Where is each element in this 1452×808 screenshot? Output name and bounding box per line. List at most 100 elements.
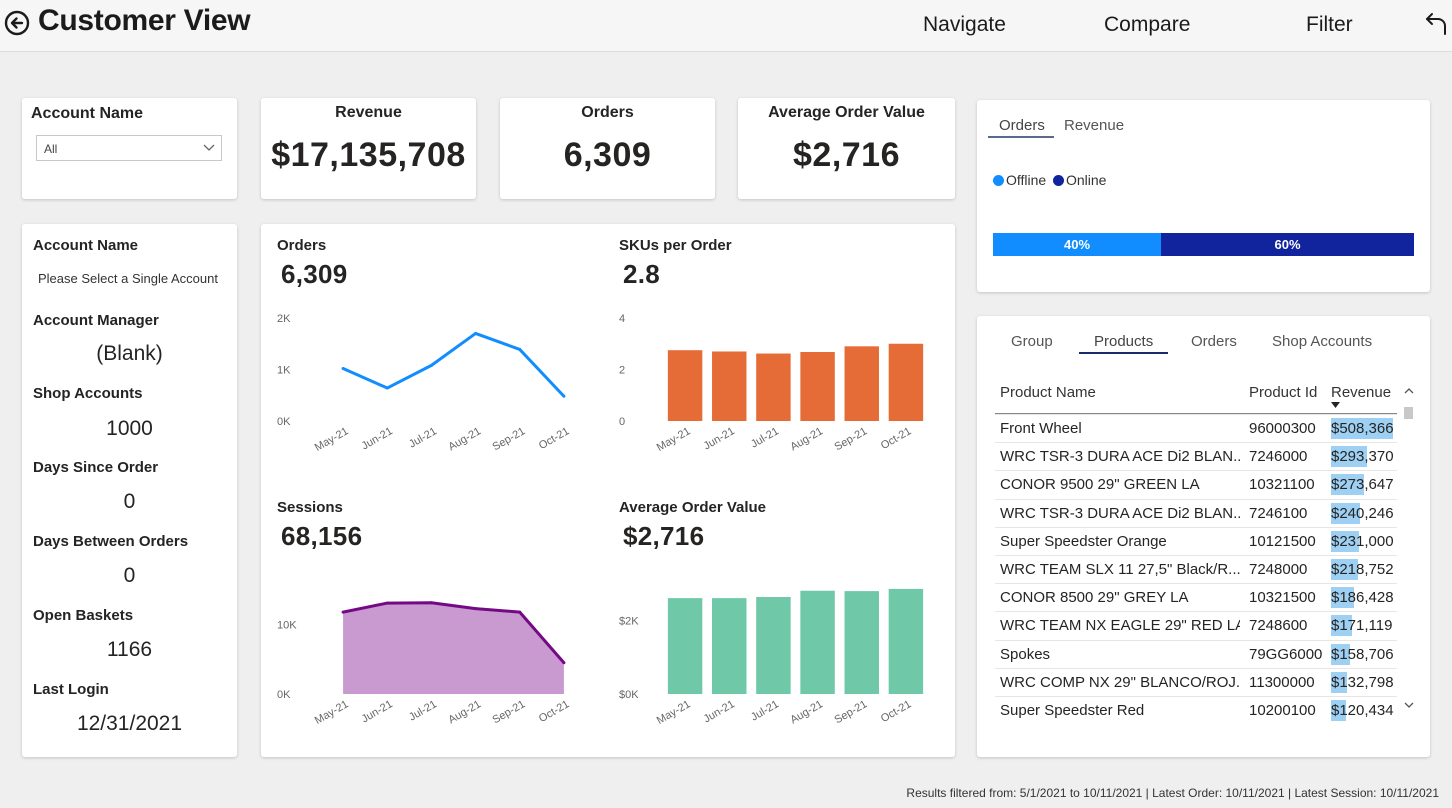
product-name-cell: Super Speedster Orange: [1000, 532, 1167, 550]
data-point[interactable]: [474, 607, 478, 611]
compare-button[interactable]: Compare: [1104, 13, 1191, 36]
revenue-data-bar: [1331, 559, 1358, 580]
data-point[interactable]: [385, 601, 389, 605]
x-tick-label: Aug-21: [788, 698, 825, 726]
aov-chart-title: Average Order Value: [619, 499, 767, 516]
tab-revenue[interactable]: Revenue: [1064, 117, 1125, 134]
account-manager-value: (Blank): [96, 342, 163, 365]
shop-accounts-label: Shop Accounts: [33, 385, 143, 402]
bar[interactable]: [844, 346, 879, 421]
bar[interactable]: [712, 351, 747, 421]
x-tick-label: Jun-21: [702, 425, 737, 452]
product-name-cell: WRC TEAM NX EAGLE 29" RED LA: [1000, 617, 1240, 635]
legend-offline[interactable]: Offline: [993, 172, 1046, 188]
revenue-data-bar: [1331, 530, 1360, 552]
column-header-revenue[interactable]: Revenue: [1331, 384, 1392, 401]
x-tick-label: May-21: [655, 698, 693, 727]
scroll-up-icon[interactable]: [1404, 387, 1414, 395]
scrollbar-thumb[interactable]: [1404, 407, 1413, 419]
data-point[interactable]: [429, 601, 433, 605]
table-row[interactable]: Super Speedster Orange 10121500 $231,000: [995, 526, 1397, 555]
product-name-cell: CONOR 8500 29" GREY LA: [1000, 589, 1189, 607]
table-row[interactable]: WRC TEAM SLX 11 27,5" Black/R... 7248000 $…: [995, 555, 1397, 583]
table-row[interactable]: CONOR 9500 29" GREEN LA 10321100 $273,647: [995, 470, 1397, 498]
data-point[interactable]: [562, 661, 566, 665]
legend-online[interactable]: Online: [1053, 172, 1106, 188]
bar[interactable]: [888, 588, 924, 694]
y-tick-label: 0K: [277, 689, 291, 701]
series-line[interactable]: [342, 331, 566, 398]
scroll-down-icon[interactable]: [1404, 701, 1414, 709]
table-row[interactable]: WRC TEAM NX EAGLE 29" RED LA 7248600 $171,…: [995, 611, 1397, 639]
table-row[interactable]: WRC COMP NX 29" BLANCO/ROJ... 11300000 $13…: [995, 667, 1397, 696]
account-dropdown[interactable]: All: [36, 135, 222, 161]
filter-button[interactable]: Filter: [1306, 13, 1353, 36]
products-card: Group Products Orders Shop Accounts Prod…: [977, 316, 1430, 757]
table-row[interactable]: WRC TSR-3 DURA ACE Di2 BLAN... 7246000 $29…: [995, 442, 1397, 470]
revenue-cell: $132,798: [1331, 673, 1394, 691]
data-point[interactable]: [341, 366, 345, 370]
kpi-value: $2,716: [793, 136, 900, 174]
y-tick-label: 2K: [277, 313, 291, 325]
sort-descending-icon[interactable]: [1331, 402, 1340, 408]
navigate-button[interactable]: Navigate: [923, 13, 1006, 36]
bar[interactable]: [888, 343, 924, 421]
bar[interactable]: [800, 351, 835, 421]
y-tick-label: 0K: [277, 416, 291, 428]
bar[interactable]: [800, 590, 835, 694]
x-tick-label: Jun-21: [360, 425, 395, 452]
x-tick-label: May-21: [313, 698, 351, 727]
orders-chart-headline: 6,309: [281, 259, 348, 289]
revenue-cell: $158,706: [1331, 645, 1394, 663]
orders-line-chart: 0K 1K 2K May-21 Jun-21 Jul-21 Aug-21 Sep-21 Oct-…: [277, 313, 571, 454]
data-point[interactable]: [429, 363, 433, 367]
tab-orders[interactable]: Orders: [999, 117, 1045, 134]
tab-products[interactable]: Products: [1094, 333, 1154, 350]
column-header-product-name[interactable]: Product Name: [1000, 384, 1096, 401]
account-dropdown-value: All: [44, 142, 58, 156]
product-id-cell: 10321100: [1249, 476, 1315, 494]
bar[interactable]: [667, 598, 703, 694]
data-point[interactable]: [518, 347, 522, 351]
y-tick-label: $0K: [619, 689, 639, 701]
y-tick-label: $2K: [619, 615, 639, 627]
data-point[interactable]: [518, 610, 522, 614]
bar[interactable]: [756, 597, 791, 694]
bar[interactable]: [756, 353, 791, 421]
days-since-order-label: Days Since Order: [33, 459, 159, 476]
back-arrow-icon[interactable]: [4, 10, 30, 36]
data-point[interactable]: [385, 386, 389, 390]
table-row[interactable]: Spokes 79GG6000 $158,706: [995, 639, 1397, 668]
bar[interactable]: [844, 591, 879, 694]
tab-group[interactable]: Group: [1011, 333, 1053, 350]
bar[interactable]: [667, 350, 703, 421]
series-line[interactable]: [342, 601, 566, 664]
tab-shop-accounts[interactable]: Shop Accounts: [1272, 333, 1373, 350]
table-row[interactable]: WRC TSR-3 DURA ACE Di2 BLAN... 7246100 $24…: [995, 498, 1397, 527]
online-segment[interactable]: 60%: [1161, 233, 1414, 256]
column-header-product-id[interactable]: Product Id: [1249, 384, 1318, 401]
chevron-down-icon: [203, 144, 215, 151]
kpi-card-revenue: Revenue $17,135,708: [261, 98, 476, 199]
data-point[interactable]: [474, 331, 478, 335]
data-point[interactable]: [341, 610, 345, 614]
data-point[interactable]: [562, 394, 566, 398]
x-tick-label: Jul-21: [407, 698, 439, 723]
x-tick-label: Aug-21: [446, 425, 483, 453]
area-fill[interactable]: [343, 602, 564, 694]
tab-orders[interactable]: Orders: [1191, 333, 1237, 350]
legend-label: Online: [1066, 172, 1107, 188]
undo-icon[interactable]: [1424, 10, 1448, 36]
offline-segment[interactable]: 40%: [993, 233, 1161, 256]
revenue-cell: $120,434: [1331, 702, 1394, 719]
y-tick-label: 10K: [277, 620, 297, 632]
product-id-cell: 7248000: [1249, 561, 1308, 578]
table-row[interactable]: CONOR 8500 29" GREY LA 10321500 $186,428: [995, 583, 1397, 611]
product-name-cell: WRC TSR-3 DURA ACE Di2 BLAN...: [1000, 448, 1240, 466]
bar[interactable]: [712, 598, 747, 694]
revenue-cell: $231,000: [1331, 532, 1394, 550]
product-name-cell: CONOR 9500 29" GREEN LA: [1000, 476, 1200, 494]
table-row[interactable]: Super Speedster Red 10200100 $120,434: [995, 696, 1397, 724]
segment-label: 60%: [1274, 237, 1301, 252]
table-row[interactable]: Front Wheel 96000300 $508,366: [995, 414, 1397, 442]
